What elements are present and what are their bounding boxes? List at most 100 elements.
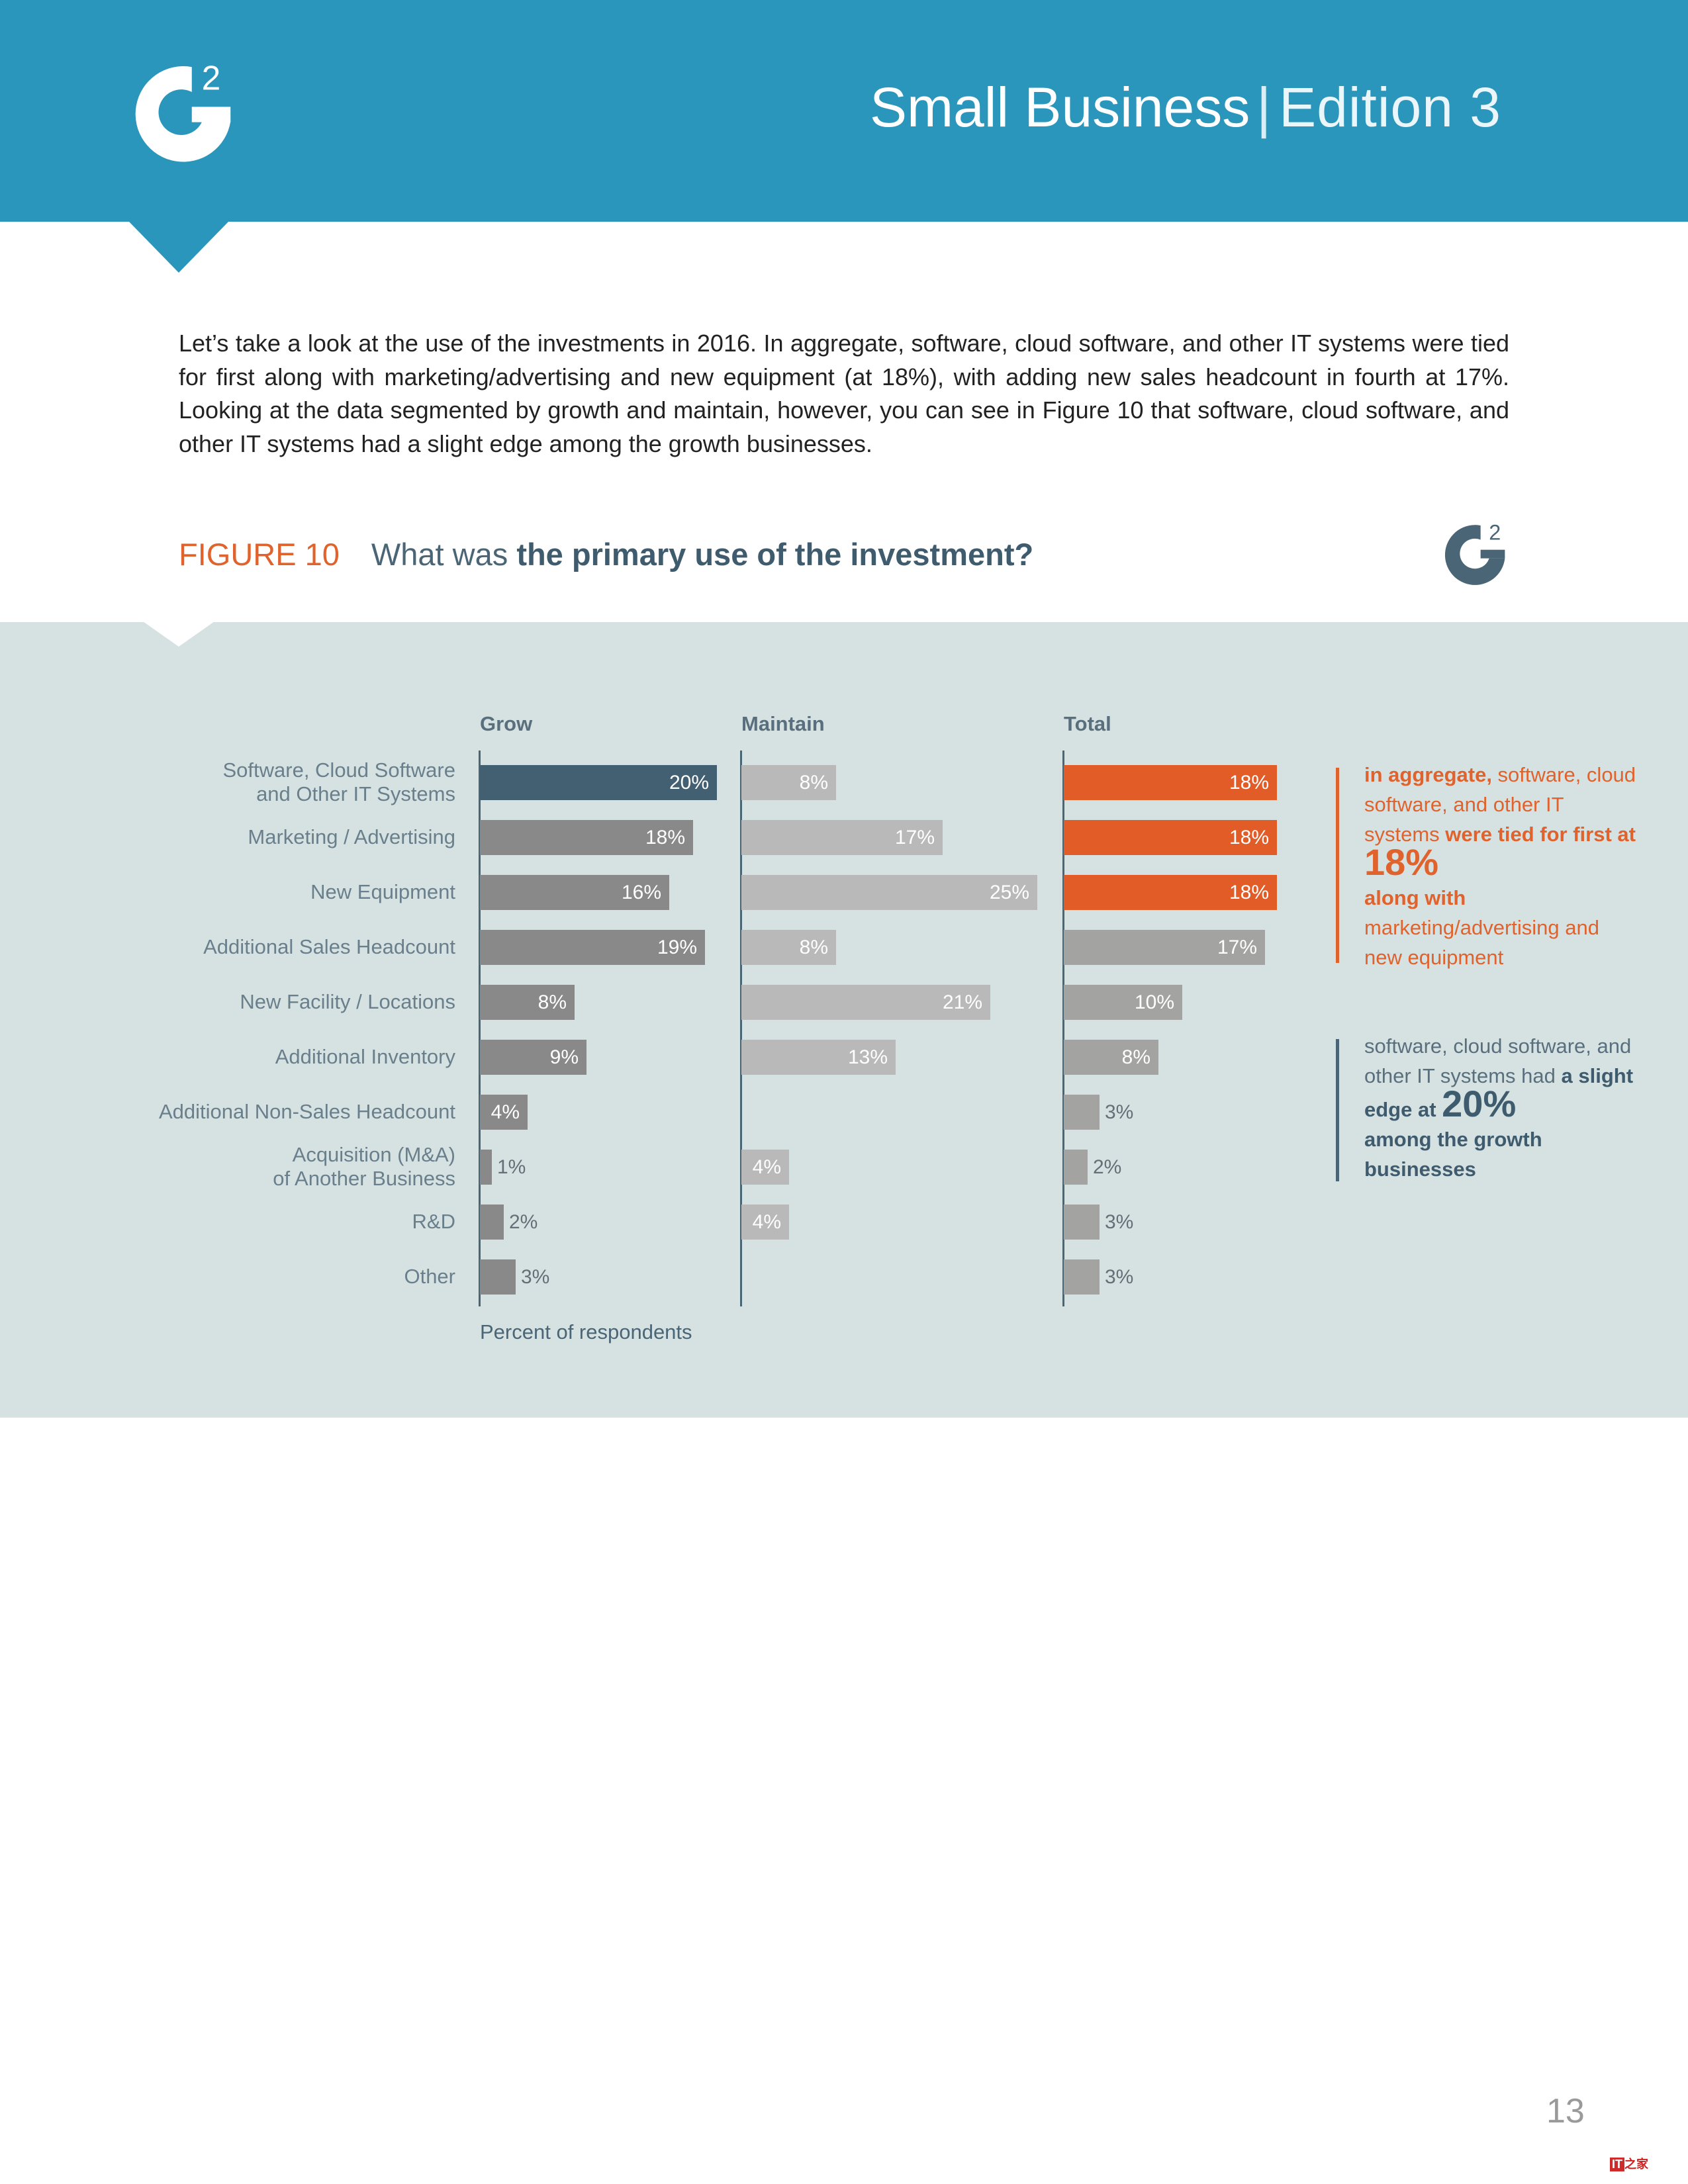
callout-growth-text: software, cloud software, and other IT s… — [1364, 1034, 1632, 1087]
bar-total: 18% — [1064, 875, 1277, 910]
title-separator: | — [1256, 76, 1272, 138]
row-label-line: Other — [404, 1265, 455, 1288]
row-label-line: New Equipment — [310, 880, 455, 903]
bar-value-label: 19% — [657, 936, 697, 958]
bar-value-label: 17% — [894, 827, 935, 848]
row-label-line: Additional Inventory — [275, 1045, 455, 1068]
callout-aggregate-rule — [1336, 768, 1339, 963]
figure-question-prefix: What was — [371, 537, 517, 572]
bar-total: 3% — [1064, 1095, 1133, 1130]
axis-grow — [479, 751, 481, 1306]
row-label-line: Marketing / Advertising — [248, 825, 455, 848]
bar-value-label: 4% — [752, 1156, 781, 1178]
row-label-line: Software, Cloud Software — [222, 758, 455, 782]
bar-value-label: 20% — [669, 772, 709, 794]
row-label-line: Additional Non-Sales Headcount — [158, 1100, 455, 1123]
bar-maintain: 8% — [741, 765, 836, 800]
row-label: New Equipment — [111, 880, 455, 904]
bar-grow: 8% — [480, 985, 575, 1020]
row-label-line: New Facility / Locations — [240, 990, 455, 1013]
column-header-grow: Grow — [480, 712, 533, 735]
bar-total: 3% — [1064, 1205, 1133, 1240]
bar-maintain: 13% — [741, 1040, 896, 1075]
bar-value-label: 4% — [491, 1101, 520, 1123]
row-label: Additional Inventory — [111, 1045, 455, 1069]
bar-value-label: 18% — [1229, 827, 1269, 848]
bar-value-label: 2% — [1093, 1156, 1122, 1178]
figure-question-bold: the primary use of the investment? — [516, 537, 1034, 572]
row-label-line: R&D — [412, 1210, 455, 1233]
bar-value-label: 8% — [799, 936, 828, 958]
bar-value-label: 4% — [752, 1211, 781, 1233]
report-title: Small Business | Edition 3 — [870, 74, 1501, 140]
callout-growth-rule — [1336, 1039, 1339, 1181]
bar-value-label: 18% — [645, 827, 685, 848]
figure-number: FIGURE 10 — [179, 537, 340, 572]
row-label-line: of Another Business — [273, 1167, 455, 1190]
bar-maintain: 25% — [741, 875, 1037, 910]
bar-value-label: 3% — [1105, 1101, 1134, 1123]
g2-logo-icon: 2 — [135, 59, 231, 162]
bar-maintain: 21% — [741, 985, 990, 1020]
bar-value-label: 2% — [509, 1211, 538, 1233]
bar-value-label: 17% — [1217, 936, 1257, 958]
bar-value-label: 25% — [989, 882, 1029, 903]
chart-panel — [0, 622, 1688, 1418]
callout-aggregate-emphasis-2: along with — [1364, 886, 1466, 909]
g2-logo-icon: 2 — [1444, 521, 1505, 585]
row-label-line: and Other IT Systems — [256, 782, 455, 805]
callout-growth-big-number: 20% — [1442, 1083, 1517, 1124]
bar-value-label: 1% — [497, 1156, 526, 1178]
x-axis-label: Percent of respondents — [480, 1320, 692, 1343]
bar-value-label: 3% — [1105, 1266, 1134, 1288]
title-edition: Edition 3 — [1279, 76, 1501, 138]
bar-maintain: 4% — [741, 1205, 789, 1240]
bar-maintain: 4% — [741, 1150, 789, 1185]
bar-grow: 2% — [480, 1205, 538, 1240]
row-label: Acquisition (M&A) of Another Business — [111, 1143, 455, 1191]
bar-grow: 20% — [480, 765, 717, 800]
watermark: IT 之家 — [1610, 2155, 1648, 2172]
svg-text:2: 2 — [1489, 521, 1501, 545]
svg-text:2: 2 — [202, 59, 221, 97]
callout-aggregate-lead: in aggregate, — [1364, 763, 1492, 786]
callout-aggregate-text: software, cloud software, and other IT s… — [1364, 763, 1636, 846]
watermark-text: 之家 — [1624, 2158, 1648, 2171]
banner-pointer — [128, 221, 229, 273]
row-label: R&D — [111, 1210, 455, 1234]
row-label: New Facility / Locations — [111, 990, 455, 1014]
row-label: Additional Sales Headcount — [111, 935, 455, 959]
row-label-line: Additional Sales Headcount — [203, 935, 455, 958]
callout-growth-emphasis-2: among the growth businesses — [1364, 1128, 1542, 1181]
bar-total: 17% — [1064, 930, 1265, 965]
bar-value-label: 18% — [1229, 772, 1269, 794]
bar-value-label: 10% — [1134, 991, 1174, 1013]
bar-grow: 19% — [480, 930, 705, 965]
callout-growth-emphasis: a slight edge at — [1364, 1064, 1634, 1121]
header-banner — [0, 0, 1688, 222]
callout-aggregate-big-number: 18% — [1364, 841, 1439, 883]
bar-grow: 1% — [480, 1150, 526, 1185]
callout-growth: software, cloud software, and other IT s… — [1364, 1031, 1642, 1184]
bar-value-label: 3% — [521, 1266, 550, 1288]
bar-grow: 18% — [480, 820, 693, 855]
bar-value-label: 8% — [799, 772, 828, 794]
column-header-total: Total — [1064, 712, 1111, 735]
callout-aggregate-text-2: marketing/advertising and new equipment — [1364, 916, 1599, 969]
axis-maintain — [740, 751, 742, 1306]
bar-grow: 4% — [480, 1095, 528, 1130]
bar-total: 3% — [1064, 1259, 1133, 1295]
row-label-line: Acquisition (M&A) — [292, 1143, 455, 1166]
row-label: Additional Non-Sales Headcount — [111, 1100, 455, 1124]
bar-total: 10% — [1064, 985, 1182, 1020]
bar-value-label: 13% — [847, 1046, 888, 1068]
bar-total: 2% — [1064, 1150, 1121, 1185]
bar-total: 8% — [1064, 1040, 1158, 1075]
bar-value-label: 9% — [549, 1046, 579, 1068]
bar-value-label: 8% — [1121, 1046, 1150, 1068]
bar-grow: 9% — [480, 1040, 586, 1075]
axis-total — [1062, 751, 1064, 1306]
bar-value-label: 18% — [1229, 882, 1269, 903]
bar-grow: 16% — [480, 875, 669, 910]
callout-aggregate-emphasis: were tied for first at — [1445, 823, 1636, 846]
